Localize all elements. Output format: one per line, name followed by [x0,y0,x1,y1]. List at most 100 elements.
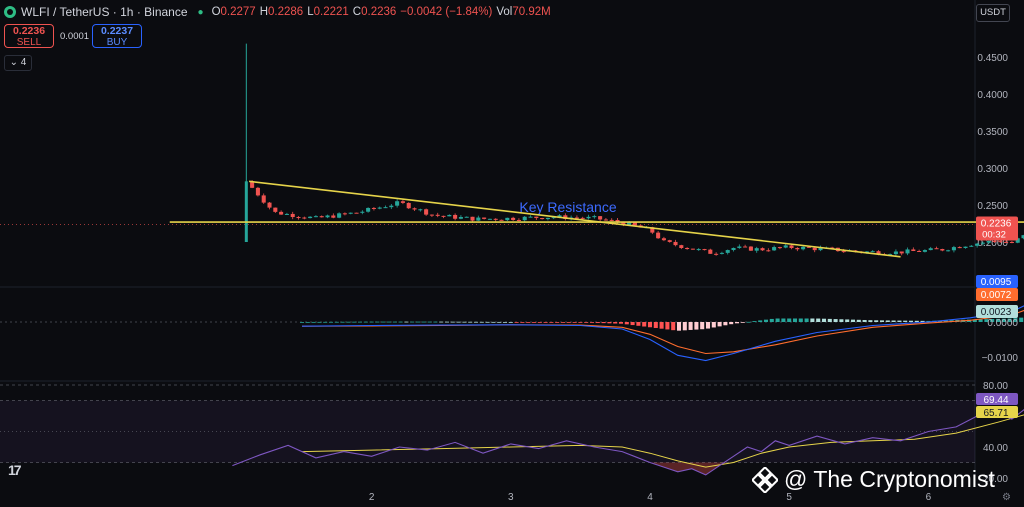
macd-histogram-bar [439,321,444,323]
candle-body [766,250,771,252]
macd-histogram-bar [468,321,473,323]
macd-histogram-bar [381,321,386,323]
candle-body [737,246,742,248]
candle-body [400,201,405,203]
buy-label: BUY [106,37,128,48]
candle-body [928,248,933,251]
macd-histogram-bar [1019,317,1024,322]
candle-body [464,216,469,218]
macd-histogram-bar [816,318,821,322]
macd-histogram-bar [787,318,792,322]
macd-value-label: 0.0072 [981,290,1012,301]
candle-body [806,246,811,248]
candle-body [441,215,446,217]
macd-histogram-bar [386,321,392,323]
macd-histogram-bar [821,318,827,322]
ohlc-value: −0.0042 (−1.84%) [400,6,493,18]
rsi-ma-line [301,414,1024,468]
macd-histogram-bar [613,322,618,324]
ohlc-key: C [352,6,362,18]
macd-histogram-bar [1013,318,1018,322]
macd-histogram-bar [647,322,653,328]
candle-body [731,247,736,251]
price-tick-label: 0.2500 [977,201,1008,212]
indicators-collapse-button[interactable]: ⌄ 4 [4,55,32,71]
candle-body [354,212,359,214]
candle-body [870,251,875,253]
candle-body [470,216,475,221]
tradingview-logo-icon[interactable]: 17 [8,462,22,478]
macd-histogram-bar [972,319,977,322]
x-tick-label: 3 [508,492,514,503]
sell-button[interactable]: 0.2236 SELL [4,24,54,48]
candle-body [487,218,492,220]
candle-body [615,219,620,223]
candle-body [598,216,603,220]
candle-body [951,247,956,251]
macd-tick-label: 0.0000 [987,318,1018,329]
candle-body [296,217,301,219]
candle-body [331,215,336,218]
macd-histogram-bar [520,322,525,323]
candle-body [783,245,788,248]
candle-body [777,247,782,249]
macd-histogram-bar [990,318,995,322]
macd-histogram-bar [833,319,838,322]
macd-histogram-bar [497,321,502,323]
candle-body [250,181,255,188]
candle-body [980,242,985,244]
currency-button[interactable]: USDT [976,4,1010,22]
macd-histogram-bar [572,322,577,323]
macd-histogram-bar [810,318,815,322]
candle-body [453,214,458,219]
candle-body [551,217,556,219]
macd-histogram-bar [897,320,902,322]
macd-histogram-bar [485,321,490,323]
candle-body [690,248,695,250]
candle-body [679,245,684,249]
macd-histogram-bar [555,322,560,323]
candle-body [528,216,533,218]
candle-body [632,222,637,226]
settings-gear-icon[interactable]: ⚙ [1002,492,1011,503]
candle-body [754,248,759,251]
macd-histogram-bar [676,322,682,331]
symbol-title[interactable]: WLFI / TetherUS · 1h · Binance [21,5,188,19]
candle-body [1021,235,1024,239]
macd-histogram-bar [462,321,467,323]
sell-price: 0.2236 [12,25,46,37]
candle-body [934,248,939,250]
rsi-tick-label: 80.00 [983,381,1008,392]
rsi-ma-value-badge [976,406,1018,418]
spike-candle-body [244,181,248,242]
candle-body [743,246,748,248]
candle-body [609,219,614,221]
macd-histogram-bar [410,321,415,323]
key-resistance-label: Key Resistance [519,199,616,215]
ohlc-key: O [211,6,221,18]
macd-histogram-bar [1001,318,1006,322]
candle-body [621,222,626,226]
ohlc-key: L [307,6,314,18]
ohlc-value: 70.92M [512,6,551,18]
candle-body [963,246,968,248]
macd-line [301,305,1024,362]
candle-body [290,213,295,218]
candle-body [458,217,463,219]
macd-value-label: 0.0095 [981,277,1012,288]
macd-histogram-bar [874,320,879,322]
macd-histogram-bar [920,320,925,322]
candle-body [505,217,510,221]
candle-body [922,250,927,252]
macd-histogram-bar [653,322,658,328]
buy-button[interactable]: 0.2237 BUY [92,24,142,48]
macd-histogram-bar [456,321,461,323]
candle-body [273,207,278,212]
macd-histogram-bar [450,321,455,323]
candle-body [534,216,539,219]
candle-body [789,245,794,249]
macd-histogram-bar [723,322,728,326]
macd-histogram-bar [763,319,769,322]
candle-body [673,241,678,246]
